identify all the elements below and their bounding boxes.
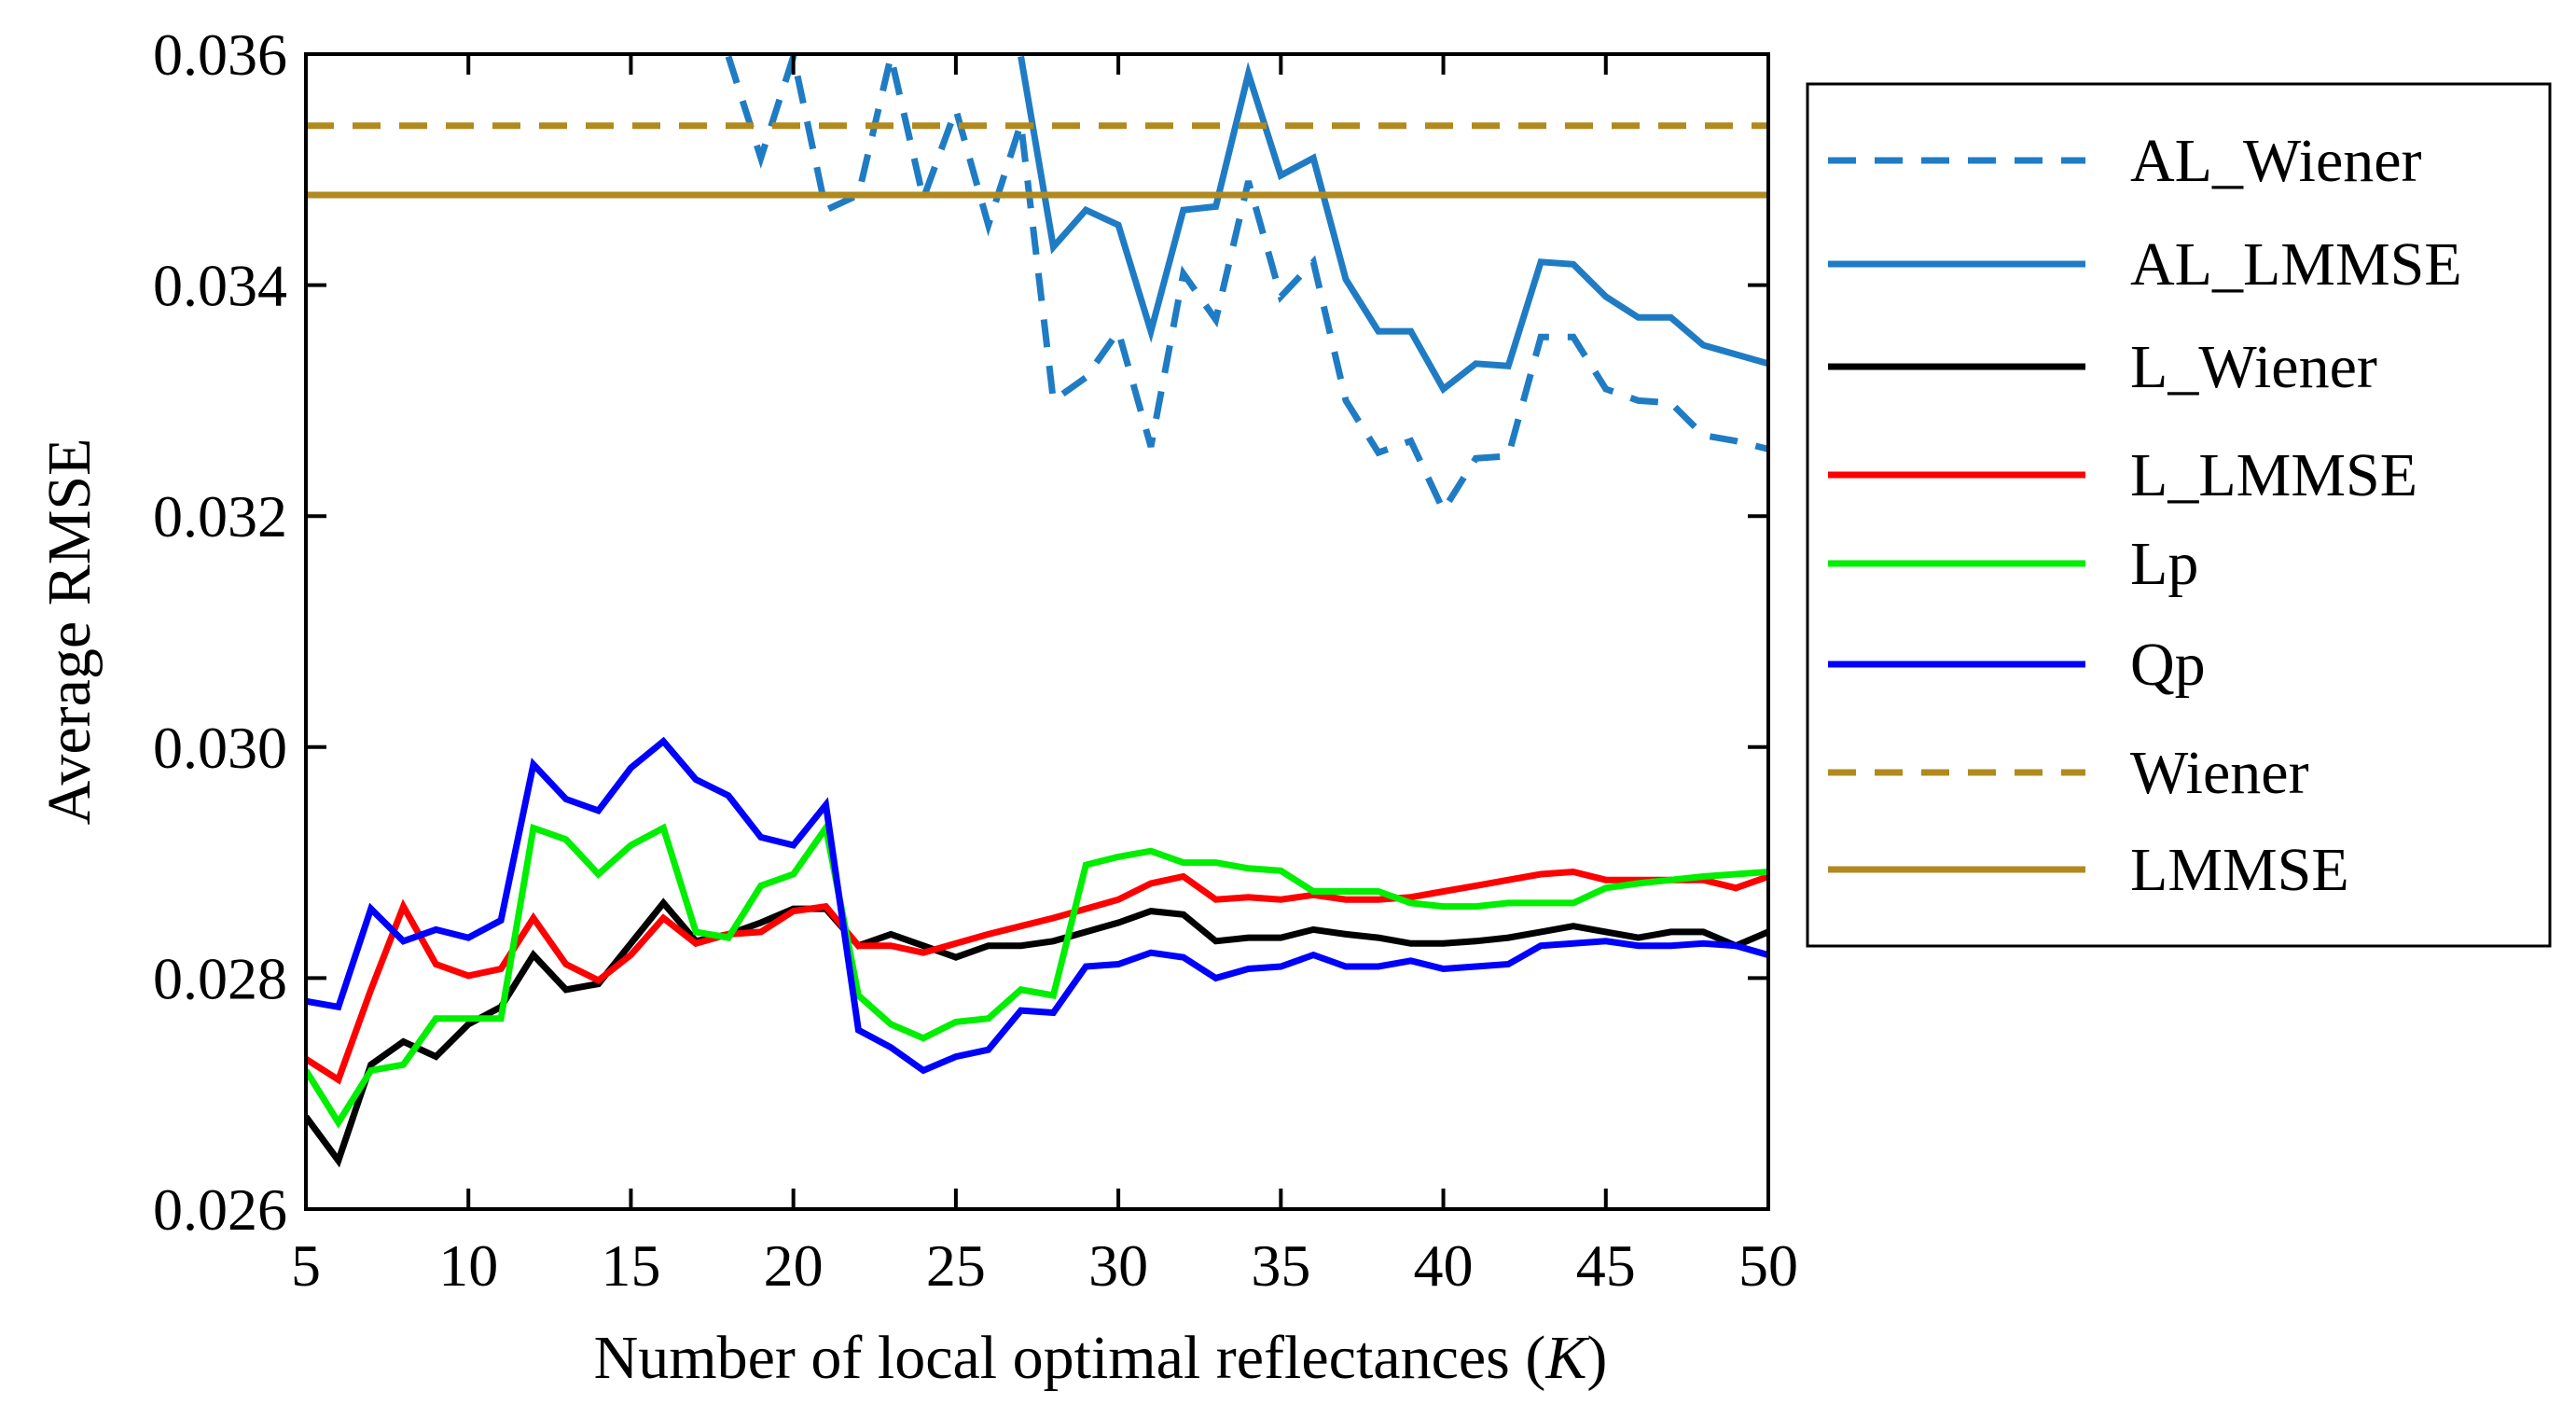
x-tick-label: 45 [1576,1232,1636,1299]
legend-label-al-lmmse: AL_LMMSE [2130,230,2462,299]
legend-label-al-wiener: AL_Wiener [2130,127,2422,195]
series-line-qp [306,736,1768,1075]
x-tick-label: 15 [601,1232,660,1299]
x-axis-title-variable: K [1544,1324,1589,1392]
y-tick-label: 0.036 [153,21,287,88]
x-tick-label: 10 [438,1232,498,1299]
legend-label-lmmse: LMMSE [2130,836,2349,904]
x-axis-title: Number of local optimal reflectances (K) [594,1324,1608,1392]
y-tick-label: 0.030 [153,715,287,781]
plot-area-frame [304,52,1770,1211]
x-tick-label: 20 [764,1232,824,1299]
y-tick-label: 0.032 [153,483,287,550]
x-tick-label: 30 [1088,1232,1148,1299]
series-line-lp [306,819,1768,1129]
series-line-l-lmmse [306,868,1768,1085]
x-axis-title-prefix: Number of local optimal reflectances ( [594,1324,1546,1392]
legend-label-l-wiener: L_Wiener [2130,333,2377,401]
x-tick-label: 40 [1414,1232,1474,1299]
y-axis-title: Average RMSE [35,438,104,826]
legend-label-qp: Qp [2130,631,2206,699]
legend: AL_Wiener AL_LMMSE L_Wiener L_LMMSE Lp Qp Wien… [1828,127,2462,904]
legend-label-wiener: Wiener [2130,739,2309,807]
series-line-l-wiener [306,897,1768,1168]
x-tick-label: 25 [926,1232,986,1299]
x-axis-title-suffix: ) [1586,1324,1607,1392]
series-line-al-lmmse [1018,55,1768,395]
x-tick-label: 5 [291,1232,321,1299]
legend-box [1806,82,2552,948]
legend-label-l-lmmse: L_LMMSE [2130,441,2417,509]
y-tick-label: 0.028 [153,945,287,1011]
y-tick-label: 0.026 [153,1176,287,1243]
x-tick-label: 50 [1738,1232,1798,1299]
legend-label-lp: Lp [2130,530,2198,598]
y-tick-label: 0.034 [153,253,287,319]
x-tick-label: 35 [1251,1232,1310,1299]
series-line-al-wiener [725,54,1768,518]
